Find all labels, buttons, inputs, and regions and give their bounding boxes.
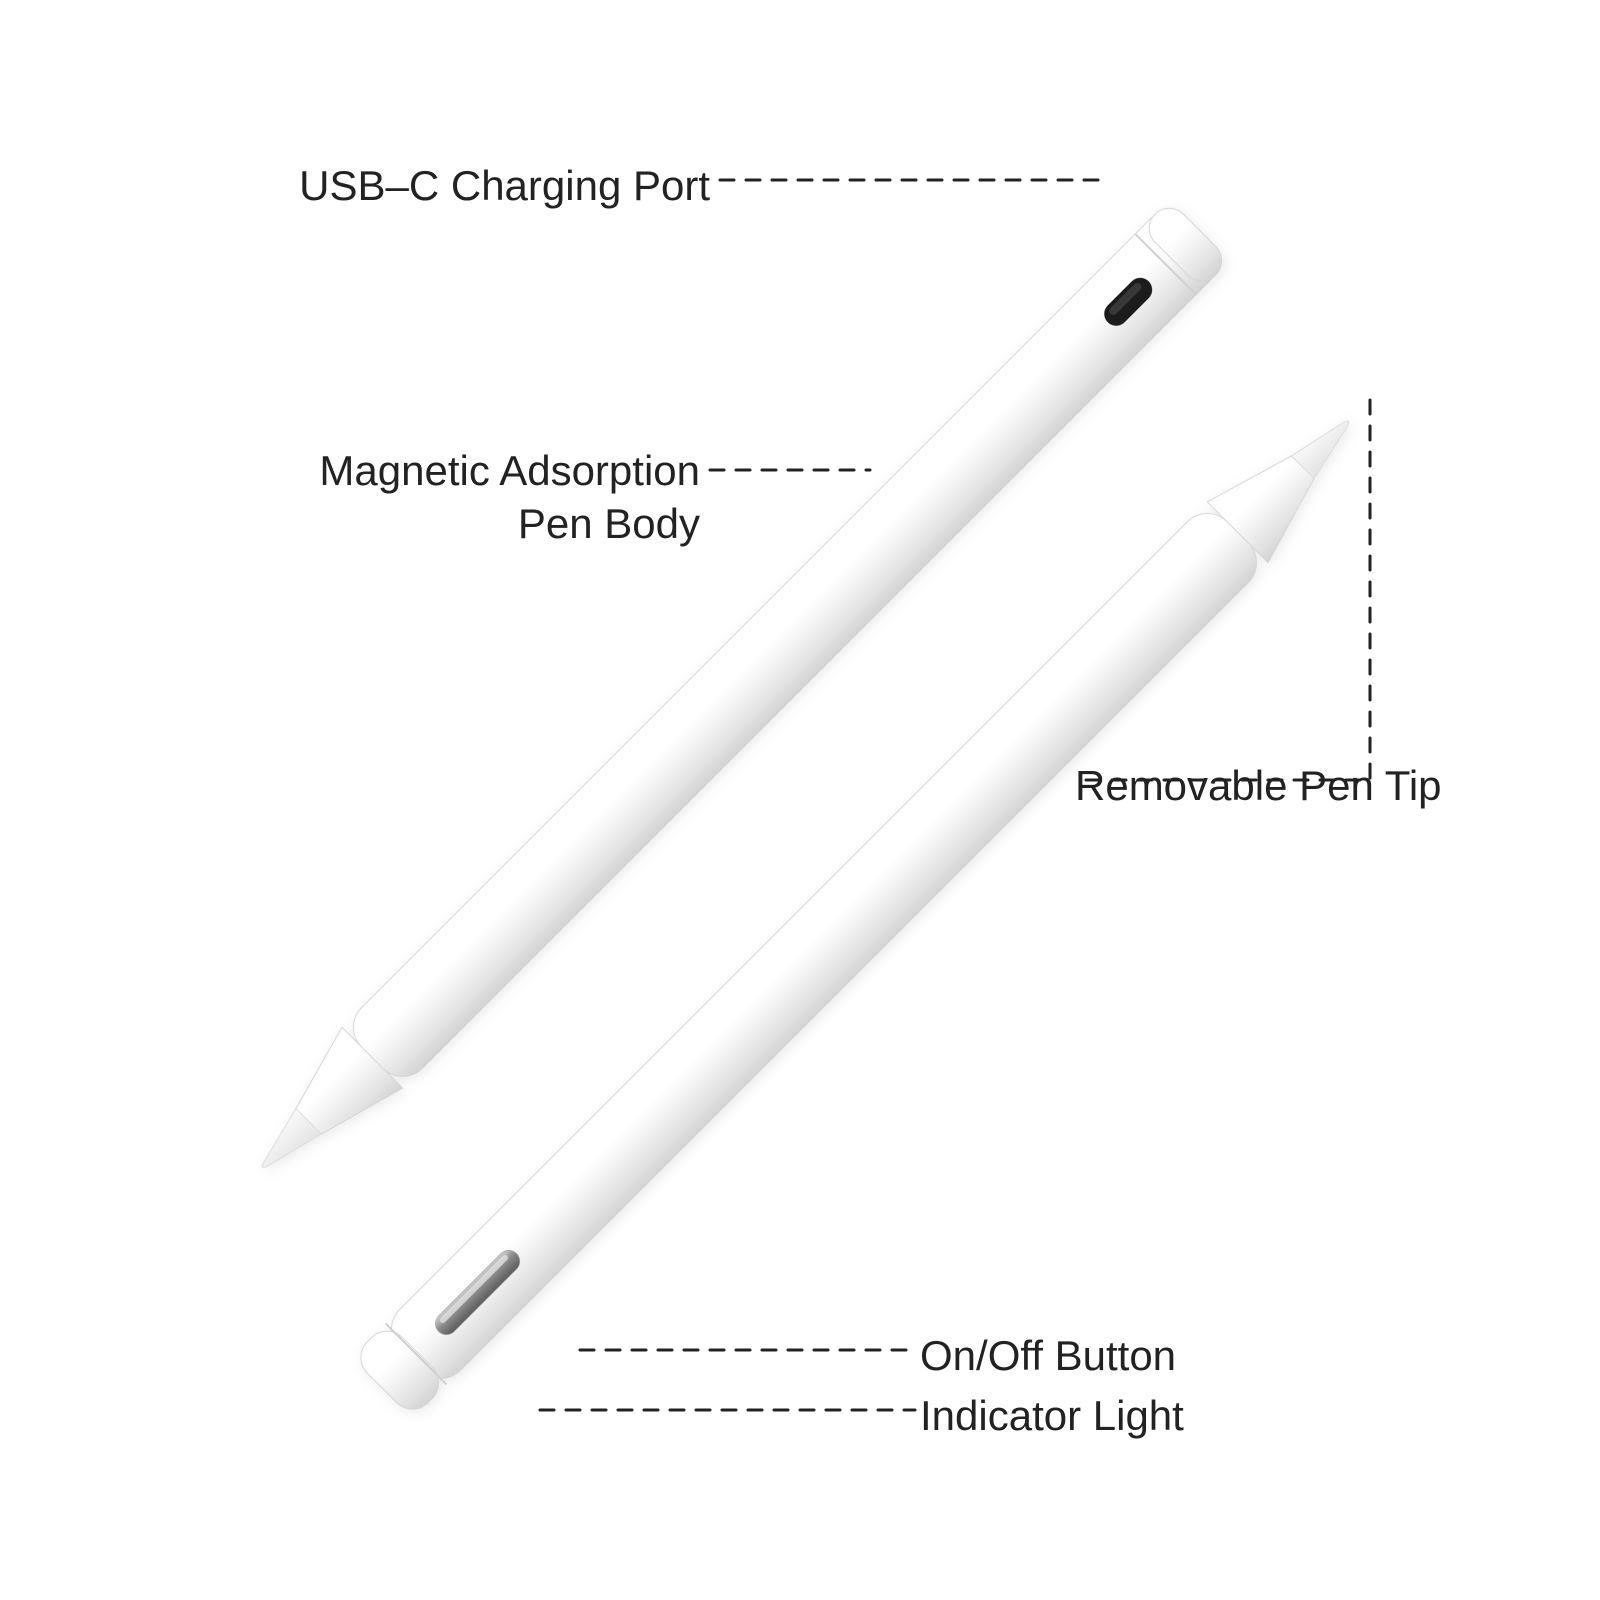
infographic-stage: USB–C Charging Port Magnetic Adsorption … — [0, 0, 1600, 1600]
callout-on-off-button: On/Off Button — [920, 1330, 1176, 1383]
callout-magnetic-body: Magnetic Adsorption Pen Body — [319, 445, 700, 550]
callout-indicator-light: Indicator Light — [920, 1390, 1184, 1443]
callout-usb-c: USB–C Charging Port — [299, 160, 710, 213]
callout-removable-tip: Removable Pen Tip — [1075, 760, 1442, 813]
